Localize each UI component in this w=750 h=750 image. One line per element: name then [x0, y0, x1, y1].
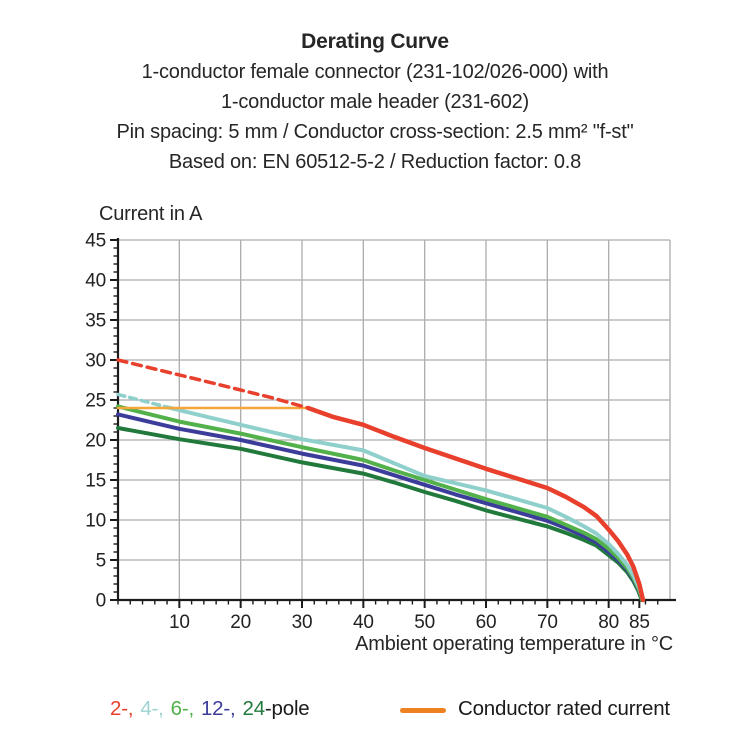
- rated-current-label: Conductor rated current: [458, 697, 670, 720]
- y-tick-label: 45: [85, 231, 106, 252]
- chart-title: Derating Curve: [301, 30, 449, 53]
- curve-4-pole-dashed: [116, 392, 169, 409]
- pole-legend-item: 6-,: [170, 697, 195, 720]
- chart-subtitle-3: Pin spacing: 5 mm / Conductor cross-sect…: [116, 121, 634, 143]
- chart-header: Derating Curve 1-conductor female connec…: [0, 27, 750, 177]
- rated-current-legend: Conductor rated current: [400, 697, 670, 721]
- x-tick-label: 10: [169, 612, 190, 633]
- x-axis-title: Ambient operating temperature in °C: [355, 633, 673, 655]
- x-tick-label: 60: [476, 612, 497, 633]
- y-tick-label: 20: [85, 431, 106, 452]
- pole-legend-item: 12-,: [200, 697, 236, 720]
- pole-legend-item: 4-,: [140, 697, 164, 720]
- legend-row: 2-, 4-, 6-, 12-, 24-pole Conductor rated cur…: [0, 697, 750, 731]
- x-tick-label: 50: [414, 612, 435, 633]
- curve-2-pole-dashed: [116, 358, 310, 410]
- y-tick-label: 25: [85, 391, 106, 412]
- curve-6-pole: [116, 404, 645, 602]
- x-tick-label: 80: [598, 612, 619, 633]
- poles-legend-suffix: -pole: [264, 697, 310, 720]
- chart-subtitle-1: 1-conductor female connector (231-102/02…: [141, 61, 609, 83]
- y-tick-label: 30: [85, 351, 106, 372]
- rated-current-line-icon: [400, 707, 446, 713]
- y-tick-label: 35: [85, 311, 106, 332]
- chart-subtitle-2: 1-conductor male header (231-602): [220, 91, 530, 113]
- pole-legend-item: 2-,: [110, 697, 134, 720]
- y-tick-label: 10: [85, 511, 106, 532]
- chart-subtitle-4: Based on: EN 60512-5-2 / Reduction facto…: [168, 151, 582, 173]
- x-tick-label: 20: [230, 612, 251, 633]
- pole-legend-item: 24: [242, 697, 266, 720]
- y-tick-label: 5: [96, 551, 106, 572]
- curve-2-pole: [305, 405, 646, 603]
- y-tick-label: 40: [85, 271, 106, 292]
- x-tick-label: 30: [292, 612, 313, 633]
- x-tick-label: 85: [629, 612, 650, 633]
- y-tick-label: 0: [96, 591, 106, 612]
- x-tick-label: 70: [537, 612, 558, 633]
- poles-legend: 2-, 4-, 6-, 12-, 24-pole: [110, 697, 310, 721]
- y-axis-title: Current in A: [99, 203, 203, 225]
- curve-4-pole: [165, 405, 645, 602]
- y-tick-label: 15: [85, 471, 106, 492]
- x-tick-label: 40: [353, 612, 374, 633]
